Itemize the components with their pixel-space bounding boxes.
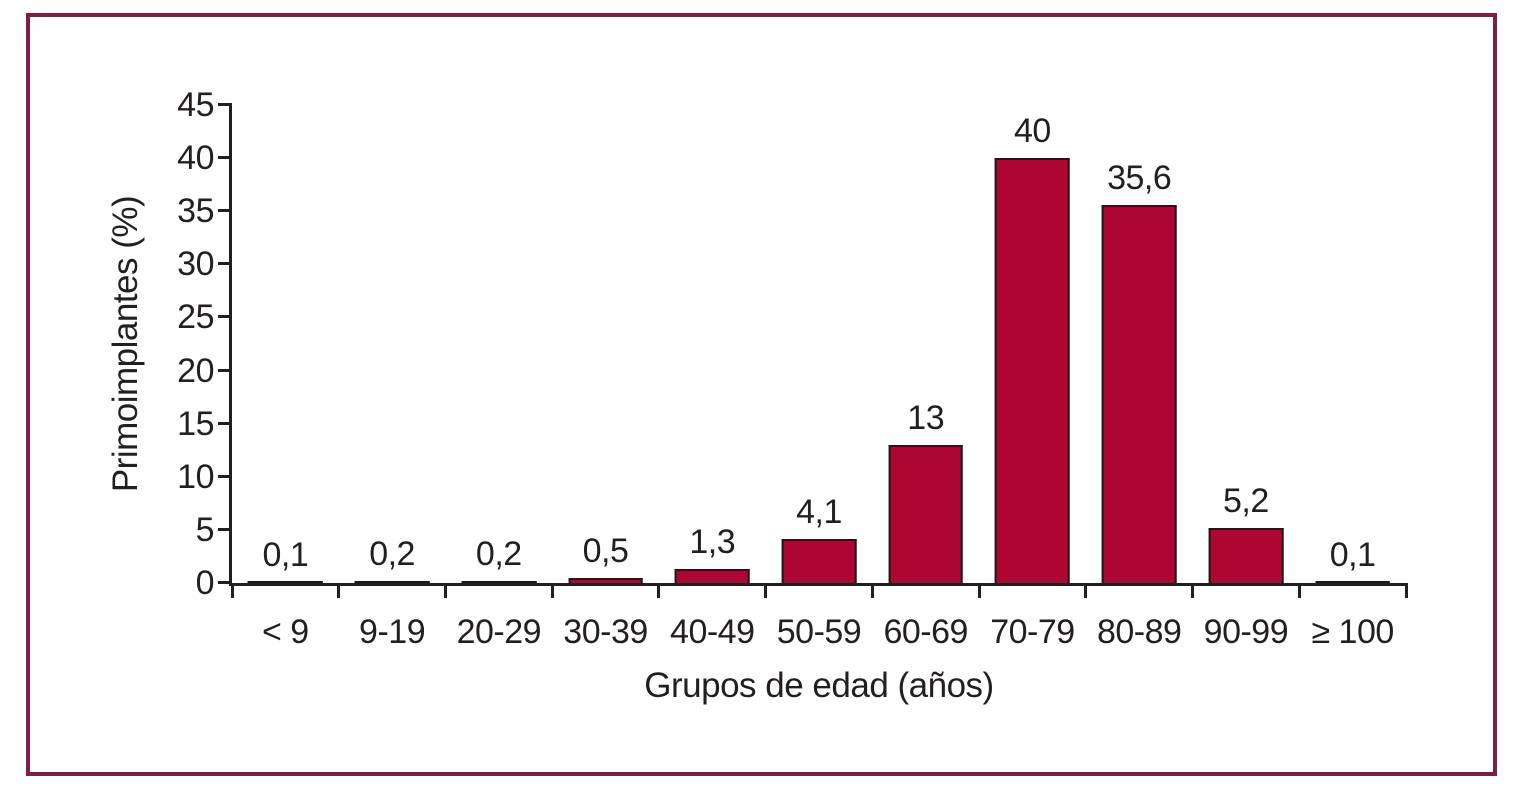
bar: [568, 577, 643, 583]
bar-value-label: 0,2: [369, 534, 415, 573]
x-tick-mark: [1297, 583, 1301, 598]
x-category-label: 9-19: [359, 613, 426, 651]
bar: [1208, 527, 1284, 583]
bar: [1101, 204, 1177, 583]
y-axis-title-text: Primoimplantes (%): [106, 195, 146, 493]
bar-slot: 1,3: [659, 105, 766, 583]
x-axis-title: Grupos de edad (años): [644, 666, 994, 705]
y-tick-mark: [218, 103, 229, 106]
y-tick-mark: [218, 581, 229, 584]
bar-slot: 4,1: [766, 105, 873, 583]
x-tick-mark: [230, 583, 234, 598]
bar-value-label: 0,5: [582, 531, 629, 570]
bar: [354, 580, 430, 583]
y-tick-mark: [218, 527, 229, 531]
bar: [674, 569, 750, 583]
bar-slot: 35,6: [1086, 105, 1193, 583]
y-tick-label: 15: [177, 404, 214, 443]
x-tick-mark: [977, 583, 981, 598]
bar-slot: 0,2: [339, 105, 446, 583]
y-tick-label: 35: [177, 192, 214, 231]
x-category-label: 60-69: [883, 613, 968, 651]
y-axis-title: Primoimplantes (%): [100, 105, 152, 583]
x-tick-mark: [657, 583, 661, 598]
x-tick-mark: [550, 583, 554, 598]
bar: [995, 158, 1070, 583]
y-tick-label: 45: [177, 86, 214, 124]
bar-value-label: 0,1: [1329, 535, 1376, 574]
x-tick-mark: [764, 583, 768, 598]
x-tick-mark: [1404, 583, 1408, 598]
x-tick-mark: [1191, 583, 1195, 598]
x-category-label: < 9: [262, 613, 309, 651]
y-tick-mark: [218, 315, 229, 319]
x-category-label: 70-79: [990, 613, 1075, 651]
y-tick-mark: [218, 421, 229, 425]
x-tick-mark: [337, 583, 341, 598]
x-category-label: 20-29: [456, 613, 542, 651]
bar: [888, 444, 964, 583]
bar-value-label: 40: [1014, 112, 1051, 151]
y-tick-label: 20: [177, 351, 214, 390]
bar-slot: 5,2: [1193, 105, 1300, 583]
bar: [461, 580, 537, 583]
x-tick-mark: [443, 583, 447, 598]
x-category-label: 90-99: [1203, 613, 1289, 651]
y-tick-label: 0: [195, 564, 215, 602]
y-tick-mark: [218, 156, 229, 160]
plot-area: Primoimplantes (%) 0 5 10 15 20 25 30 35 40 45 0,…: [106, 88, 1408, 705]
y-tick-label: 10: [177, 457, 214, 496]
y-tick-mark: [218, 368, 229, 372]
x-tick-mark: [870, 583, 874, 598]
y-tick-mark: [218, 474, 229, 478]
bar-value-label: 1,3: [689, 523, 736, 562]
y-tick-label: 30: [177, 245, 214, 284]
x-category-label: ≥ 100: [1311, 613, 1394, 651]
bar-slot: 40: [979, 105, 1086, 583]
bar-slot: 0,1: [1299, 105, 1406, 583]
bar-value-label: 0,2: [475, 534, 522, 573]
x-category-label: 30-39: [563, 613, 648, 651]
chart-frame: Primoimplantes (%) 0 5 10 15 20 25 30 35 40 45 0,…: [26, 13, 1497, 776]
y-tick-mark: [218, 209, 229, 213]
bar-value-label: 35,6: [1107, 158, 1172, 197]
bar-value-label: 5,2: [1223, 481, 1269, 520]
x-tick-mark: [1084, 583, 1088, 598]
bar-value-label: 13: [907, 398, 945, 437]
y-tick-label: 40: [177, 139, 214, 178]
bar: [1315, 581, 1390, 583]
y-tick-label: 5: [195, 510, 215, 549]
x-category-label: 50-59: [776, 613, 862, 651]
bar-slot: 13: [872, 105, 979, 583]
x-category-label: 40-49: [670, 613, 755, 651]
bar: [248, 581, 323, 583]
bar-value-label: 0,1: [262, 535, 309, 574]
bar-value-label: 4,1: [796, 493, 842, 532]
bar-slot: 0,1: [232, 105, 339, 583]
y-axis-line: [229, 103, 232, 586]
x-axis-line: [229, 583, 1406, 586]
y-tick-label: 25: [177, 298, 214, 337]
y-tick-mark: [218, 262, 229, 266]
bar-slot: 0,5: [552, 105, 659, 583]
bar-slot: 0,2: [445, 105, 552, 583]
x-category-label: 80-89: [1096, 613, 1182, 651]
bar: [781, 539, 857, 583]
